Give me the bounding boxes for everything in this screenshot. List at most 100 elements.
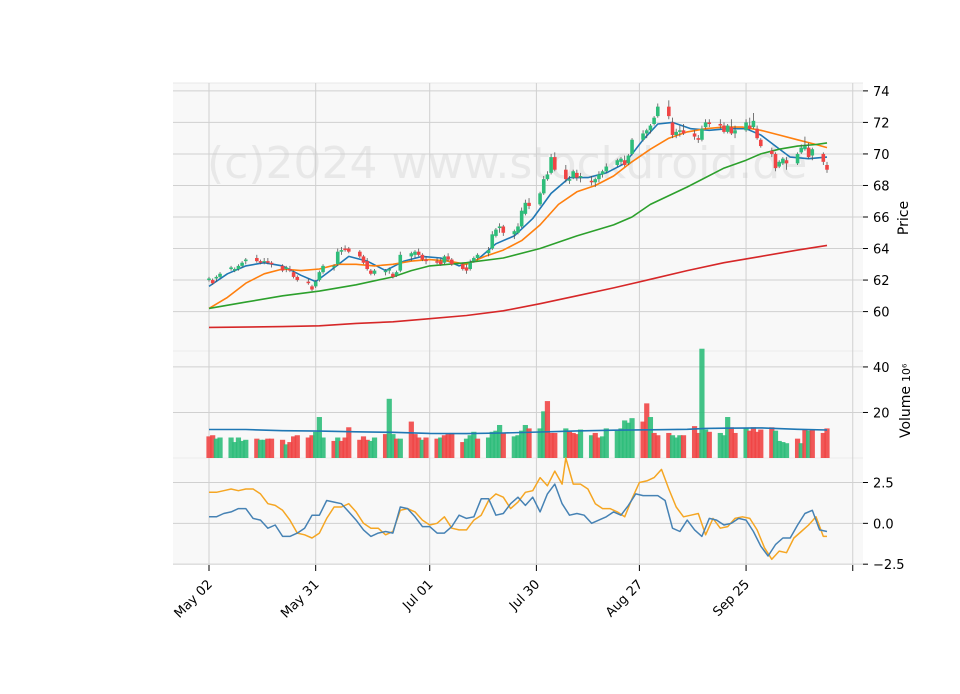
volume-bar: [706, 431, 712, 458]
candle-body: [339, 250, 344, 252]
volume-bar: [210, 435, 216, 458]
candle-body: [284, 267, 289, 270]
price-y-tick-label: 66: [873, 211, 890, 226]
candle-body: [391, 273, 395, 277]
candle-body: [674, 131, 678, 136]
volume-bar: [279, 439, 286, 458]
candle-body: [358, 251, 362, 257]
volume-bar: [232, 442, 238, 458]
candle-body: [383, 270, 388, 273]
volume-bar: [747, 430, 753, 458]
candle-body: [486, 250, 491, 254]
volume-bar: [283, 444, 289, 458]
volume-bar: [386, 398, 392, 458]
volume-bar: [699, 348, 705, 458]
volume-bar: [206, 436, 212, 458]
volume-bar: [474, 438, 481, 458]
osc-y-tick-label: 0.0: [873, 517, 894, 532]
volume-bar: [618, 428, 624, 458]
volume-bar: [754, 431, 760, 458]
candle-body: [589, 180, 594, 183]
volume-bar: [360, 436, 367, 458]
candle-body: [718, 123, 723, 126]
oscillator-panel: [209, 457, 828, 561]
candle-body: [475, 254, 480, 258]
volume-bar: [673, 437, 679, 458]
candle-body: [317, 272, 322, 281]
osc-y-tick-label: 2.5: [873, 477, 894, 492]
candle-body: [210, 280, 215, 284]
volume-bar: [313, 431, 319, 458]
volume-axis-label-text: Volume: [898, 386, 914, 438]
volume-bar: [541, 411, 547, 458]
volume-bar: [239, 440, 245, 458]
volume-bar: [806, 430, 812, 458]
volume-bar: [570, 432, 576, 458]
volume-bar: [526, 428, 532, 458]
candle-body: [773, 153, 778, 169]
volume-bar: [651, 432, 657, 458]
volume-bar: [368, 440, 374, 458]
volume-bar: [600, 436, 606, 458]
candle-body: [214, 276, 219, 279]
candle-body: [494, 229, 498, 236]
candle-body: [678, 130, 682, 132]
volume-bar: [445, 434, 451, 458]
volume-bar: [382, 434, 389, 458]
volume-bar: [732, 432, 738, 458]
candle-body: [332, 265, 336, 268]
candle-body: [490, 234, 495, 249]
candle-body: [641, 133, 645, 140]
volume-y-tick-label: 40: [873, 361, 890, 376]
volume-bar: [728, 427, 734, 458]
volume-bar: [588, 435, 595, 458]
volume-bar: [680, 435, 687, 458]
volume-bar: [717, 432, 723, 458]
volume-bar: [577, 429, 584, 458]
price-y-tick-label: 70: [873, 148, 890, 163]
candle-body: [523, 202, 528, 214]
candle-body: [229, 267, 233, 270]
volume-bar: [691, 426, 698, 458]
volume-bar: [320, 437, 326, 458]
volume-bar: [438, 437, 444, 458]
candle-body: [806, 147, 811, 158]
candle-body: [615, 160, 620, 165]
volume-bar: [798, 443, 804, 458]
candle-body: [622, 160, 627, 165]
volume-ma-line: [209, 427, 828, 435]
volume-bar: [342, 437, 348, 458]
volume-bar: [309, 435, 315, 458]
volume-bar: [625, 422, 631, 458]
volume-bar: [780, 442, 786, 458]
candle-body: [413, 251, 417, 255]
candle-body: [343, 248, 347, 251]
candle-body: [409, 253, 414, 257]
volume-bar: [515, 435, 521, 458]
candle-body: [545, 174, 550, 180]
volume-panel: [206, 348, 830, 458]
candle-body: [667, 106, 671, 117]
candle-body: [280, 265, 285, 271]
volume-bar: [783, 443, 790, 458]
candle-body: [365, 261, 369, 270]
candle-body: [313, 281, 318, 287]
volume-bar: [695, 432, 701, 458]
osc-y-tick-label: −2.5: [873, 558, 905, 573]
candle-body: [398, 254, 403, 271]
x-tick-label: Sep 25: [710, 577, 753, 620]
volume-bar: [305, 437, 311, 458]
candle-body: [575, 172, 579, 178]
candle-body: [751, 120, 756, 128]
volume-bar: [394, 438, 400, 458]
volume-bar: [519, 430, 525, 458]
candle-body: [266, 261, 270, 263]
moving-average-line: [208, 244, 828, 329]
volume-bar: [776, 440, 782, 458]
candle-body: [744, 122, 748, 131]
candle-body: [747, 125, 752, 129]
volume-bar: [493, 430, 499, 458]
volume-axis-label: Volume 10⁶: [898, 363, 914, 438]
price-y-tick-label: 62: [873, 274, 890, 289]
